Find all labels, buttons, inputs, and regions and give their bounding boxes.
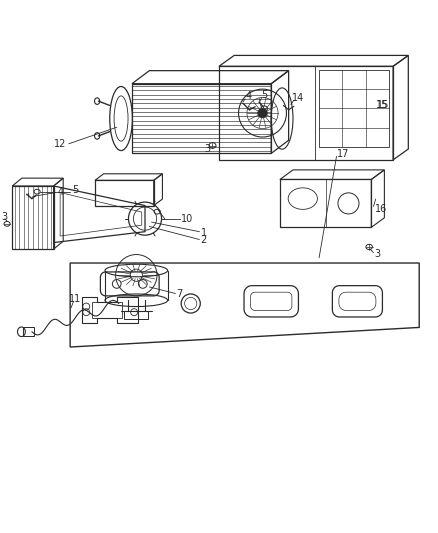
Text: 2: 2 — [201, 236, 207, 245]
Text: 7: 7 — [177, 289, 183, 300]
Text: 3: 3 — [1, 212, 7, 222]
Text: 1: 1 — [201, 228, 207, 238]
Text: 14: 14 — [292, 93, 304, 103]
Text: 3: 3 — [375, 249, 381, 260]
Text: 10: 10 — [181, 214, 193, 224]
Text: 11: 11 — [69, 294, 81, 304]
Text: 5: 5 — [72, 185, 78, 195]
Text: 5: 5 — [261, 90, 268, 100]
Text: 17: 17 — [336, 149, 349, 159]
Text: 15: 15 — [376, 100, 388, 110]
Circle shape — [258, 108, 267, 118]
Text: 4: 4 — [245, 91, 251, 101]
Text: 3: 3 — [204, 144, 210, 154]
Text: 4: 4 — [58, 187, 64, 197]
Text: 12: 12 — [53, 139, 66, 149]
Text: 16: 16 — [375, 204, 387, 214]
Text: 15: 15 — [377, 100, 389, 110]
